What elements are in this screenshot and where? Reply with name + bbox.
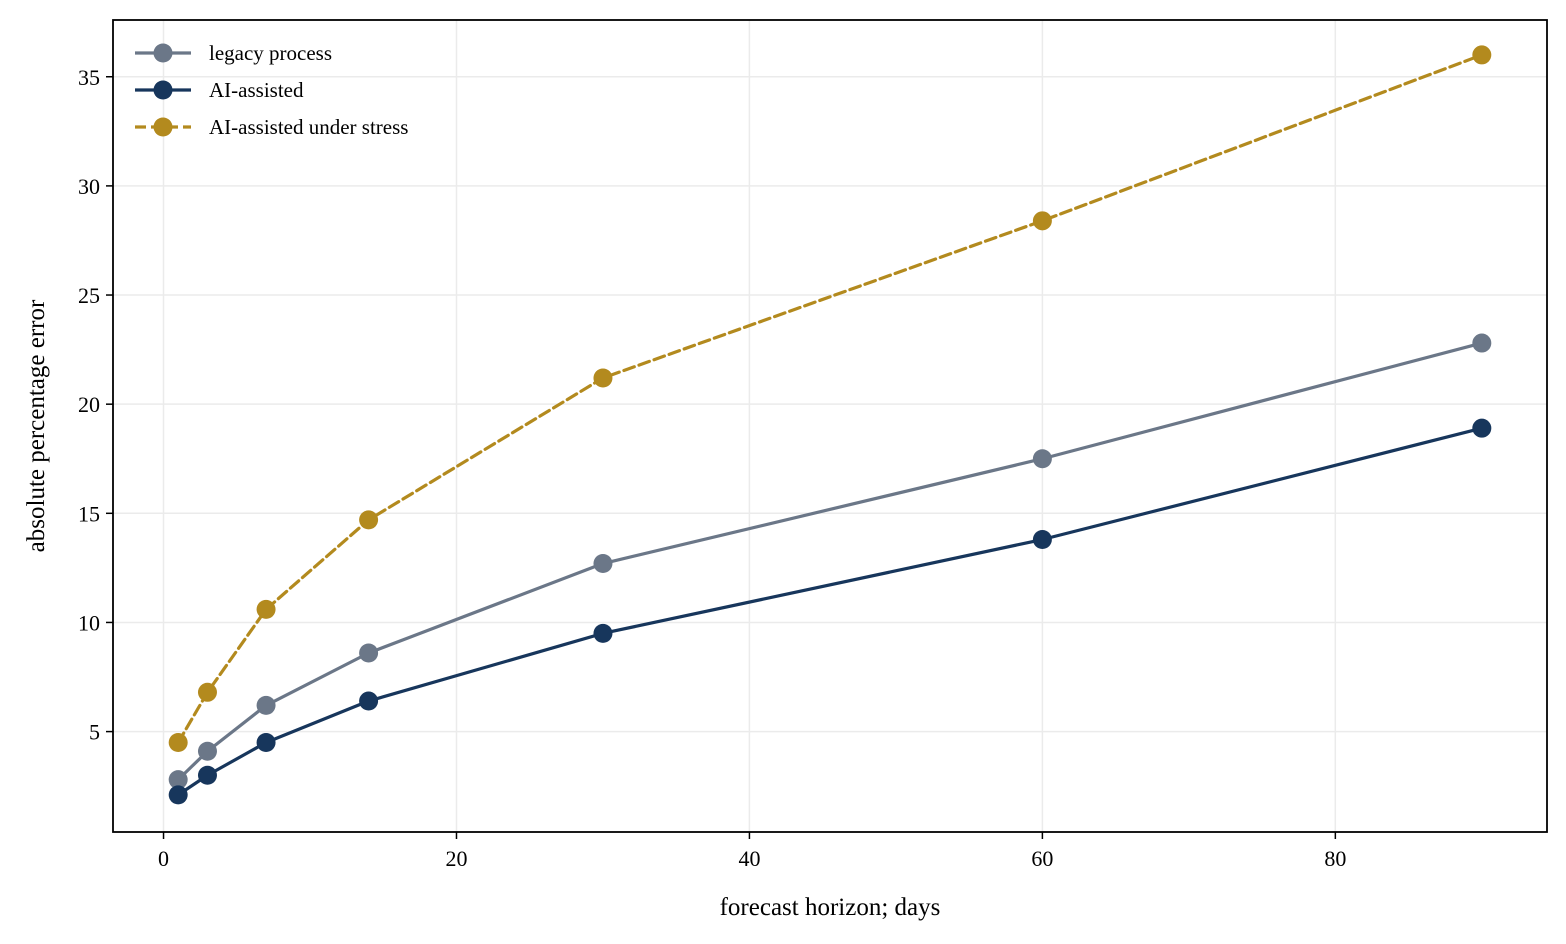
data-point [1032,530,1052,550]
data-point [1472,45,1492,65]
grid-lines [113,20,1547,832]
data-point [359,691,379,711]
data-point [168,770,188,790]
data-point [1032,449,1052,469]
legend-marker [153,80,173,100]
y-tick-label: 30 [78,174,100,199]
data-point [593,368,613,388]
series-1 [168,333,1492,790]
data-point [359,510,379,530]
y-tick-label: 15 [78,501,100,526]
data-point [197,682,217,702]
series-3 [168,45,1492,753]
y-tick-label: 35 [78,65,100,90]
x-tick-label: 60 [1031,846,1053,871]
axis-ticks: 0 20 40 60 80 5 10 15 20 25 30 35 [78,65,1346,871]
data-point [197,741,217,761]
legend-entry: AI-assisted [135,78,304,102]
legend-label: AI-assisted under stress [209,115,408,139]
series-lines [168,45,1492,805]
plot-area-frame [112,19,1548,833]
y-tick-label: 20 [78,392,100,417]
data-point [256,599,276,619]
x-tick-label: 20 [445,846,467,871]
y-axis-title: absolute percentage error [23,299,50,552]
legend-marker [153,43,173,63]
data-point [593,623,613,643]
data-point [1472,418,1492,438]
data-point [168,733,188,753]
x-tick-label: 40 [738,846,760,871]
data-point [256,695,276,715]
data-point [1032,211,1052,231]
legend-marker [153,117,173,137]
y-tick-label: 25 [78,283,100,308]
data-point [197,765,217,785]
x-tick-label: 80 [1324,846,1346,871]
x-axis-title: forecast horizon; days [720,894,941,921]
data-point [359,643,379,663]
legend-label: legacy process [209,41,332,65]
y-tick-label: 10 [78,610,100,635]
legend-label: AI-assisted [209,78,304,102]
data-point [1472,333,1492,353]
data-point [168,785,188,805]
series-2 [168,418,1492,805]
y-tick-label: 5 [89,720,100,745]
data-point [593,554,613,574]
legend-entry: AI-assisted under stress [135,115,408,139]
legend: legacy process AI-assisted AI-assisted und… [135,41,408,139]
x-tick-label: 0 [158,846,169,871]
legend-entry: legacy process [135,41,332,65]
data-point [256,733,276,753]
